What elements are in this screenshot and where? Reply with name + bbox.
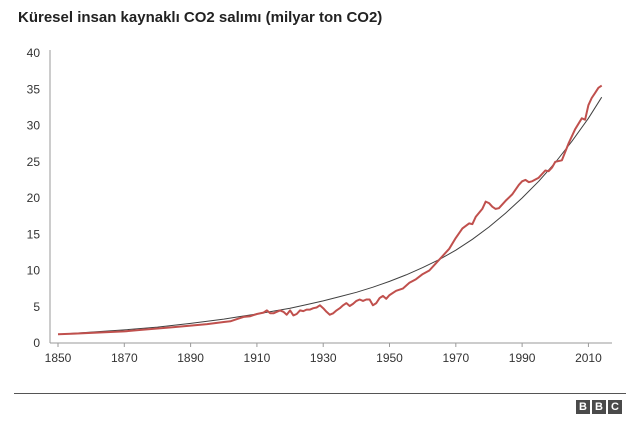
x-tick-label: 1850 bbox=[45, 351, 72, 365]
x-axis-ticks: 1850 1870 1890 1910 1930 1950 1970 1990 2010 bbox=[45, 343, 602, 365]
y-tick-label: 25 bbox=[27, 155, 41, 169]
x-tick-label: 1990 bbox=[509, 351, 536, 365]
y-tick-label: 15 bbox=[27, 227, 41, 241]
x-tick-label: 2010 bbox=[575, 351, 602, 365]
y-tick-label: 5 bbox=[33, 300, 40, 314]
y-tick-label: 40 bbox=[27, 46, 41, 60]
chart-title: Küresel insan kaynaklı CO2 salımı (milya… bbox=[18, 9, 383, 26]
series-group bbox=[57, 84, 603, 336]
x-tick-label: 1890 bbox=[177, 351, 204, 365]
bbc-logo-letter-b1: B bbox=[576, 400, 590, 414]
footer-divider bbox=[14, 393, 626, 394]
x-tick-label: 1870 bbox=[111, 351, 138, 365]
series-line-trend bbox=[57, 96, 603, 335]
y-tick-label: 0 bbox=[33, 336, 40, 350]
series-line-emissions bbox=[57, 84, 603, 336]
bbc-logo: B B C bbox=[576, 400, 622, 414]
x-tick-label: 1950 bbox=[376, 351, 403, 365]
y-tick-label: 35 bbox=[27, 82, 41, 96]
x-tick-label: 1930 bbox=[310, 351, 337, 365]
y-tick-label: 30 bbox=[27, 119, 41, 133]
bbc-logo-letter-c: C bbox=[608, 400, 622, 414]
y-tick-label: 20 bbox=[27, 191, 41, 205]
co2-emissions-chart: 0 5 10 15 20 25 30 35 40 1850 1870 1890 1910 1930 195… bbox=[27, 46, 612, 365]
y-tick-label: 10 bbox=[27, 264, 41, 278]
x-tick-label: 1970 bbox=[442, 351, 469, 365]
bbc-logo-letter-b2: B bbox=[592, 400, 606, 414]
x-tick-label: 1910 bbox=[244, 351, 271, 365]
y-axis-ticks: 0 5 10 15 20 25 30 35 40 bbox=[27, 46, 41, 350]
